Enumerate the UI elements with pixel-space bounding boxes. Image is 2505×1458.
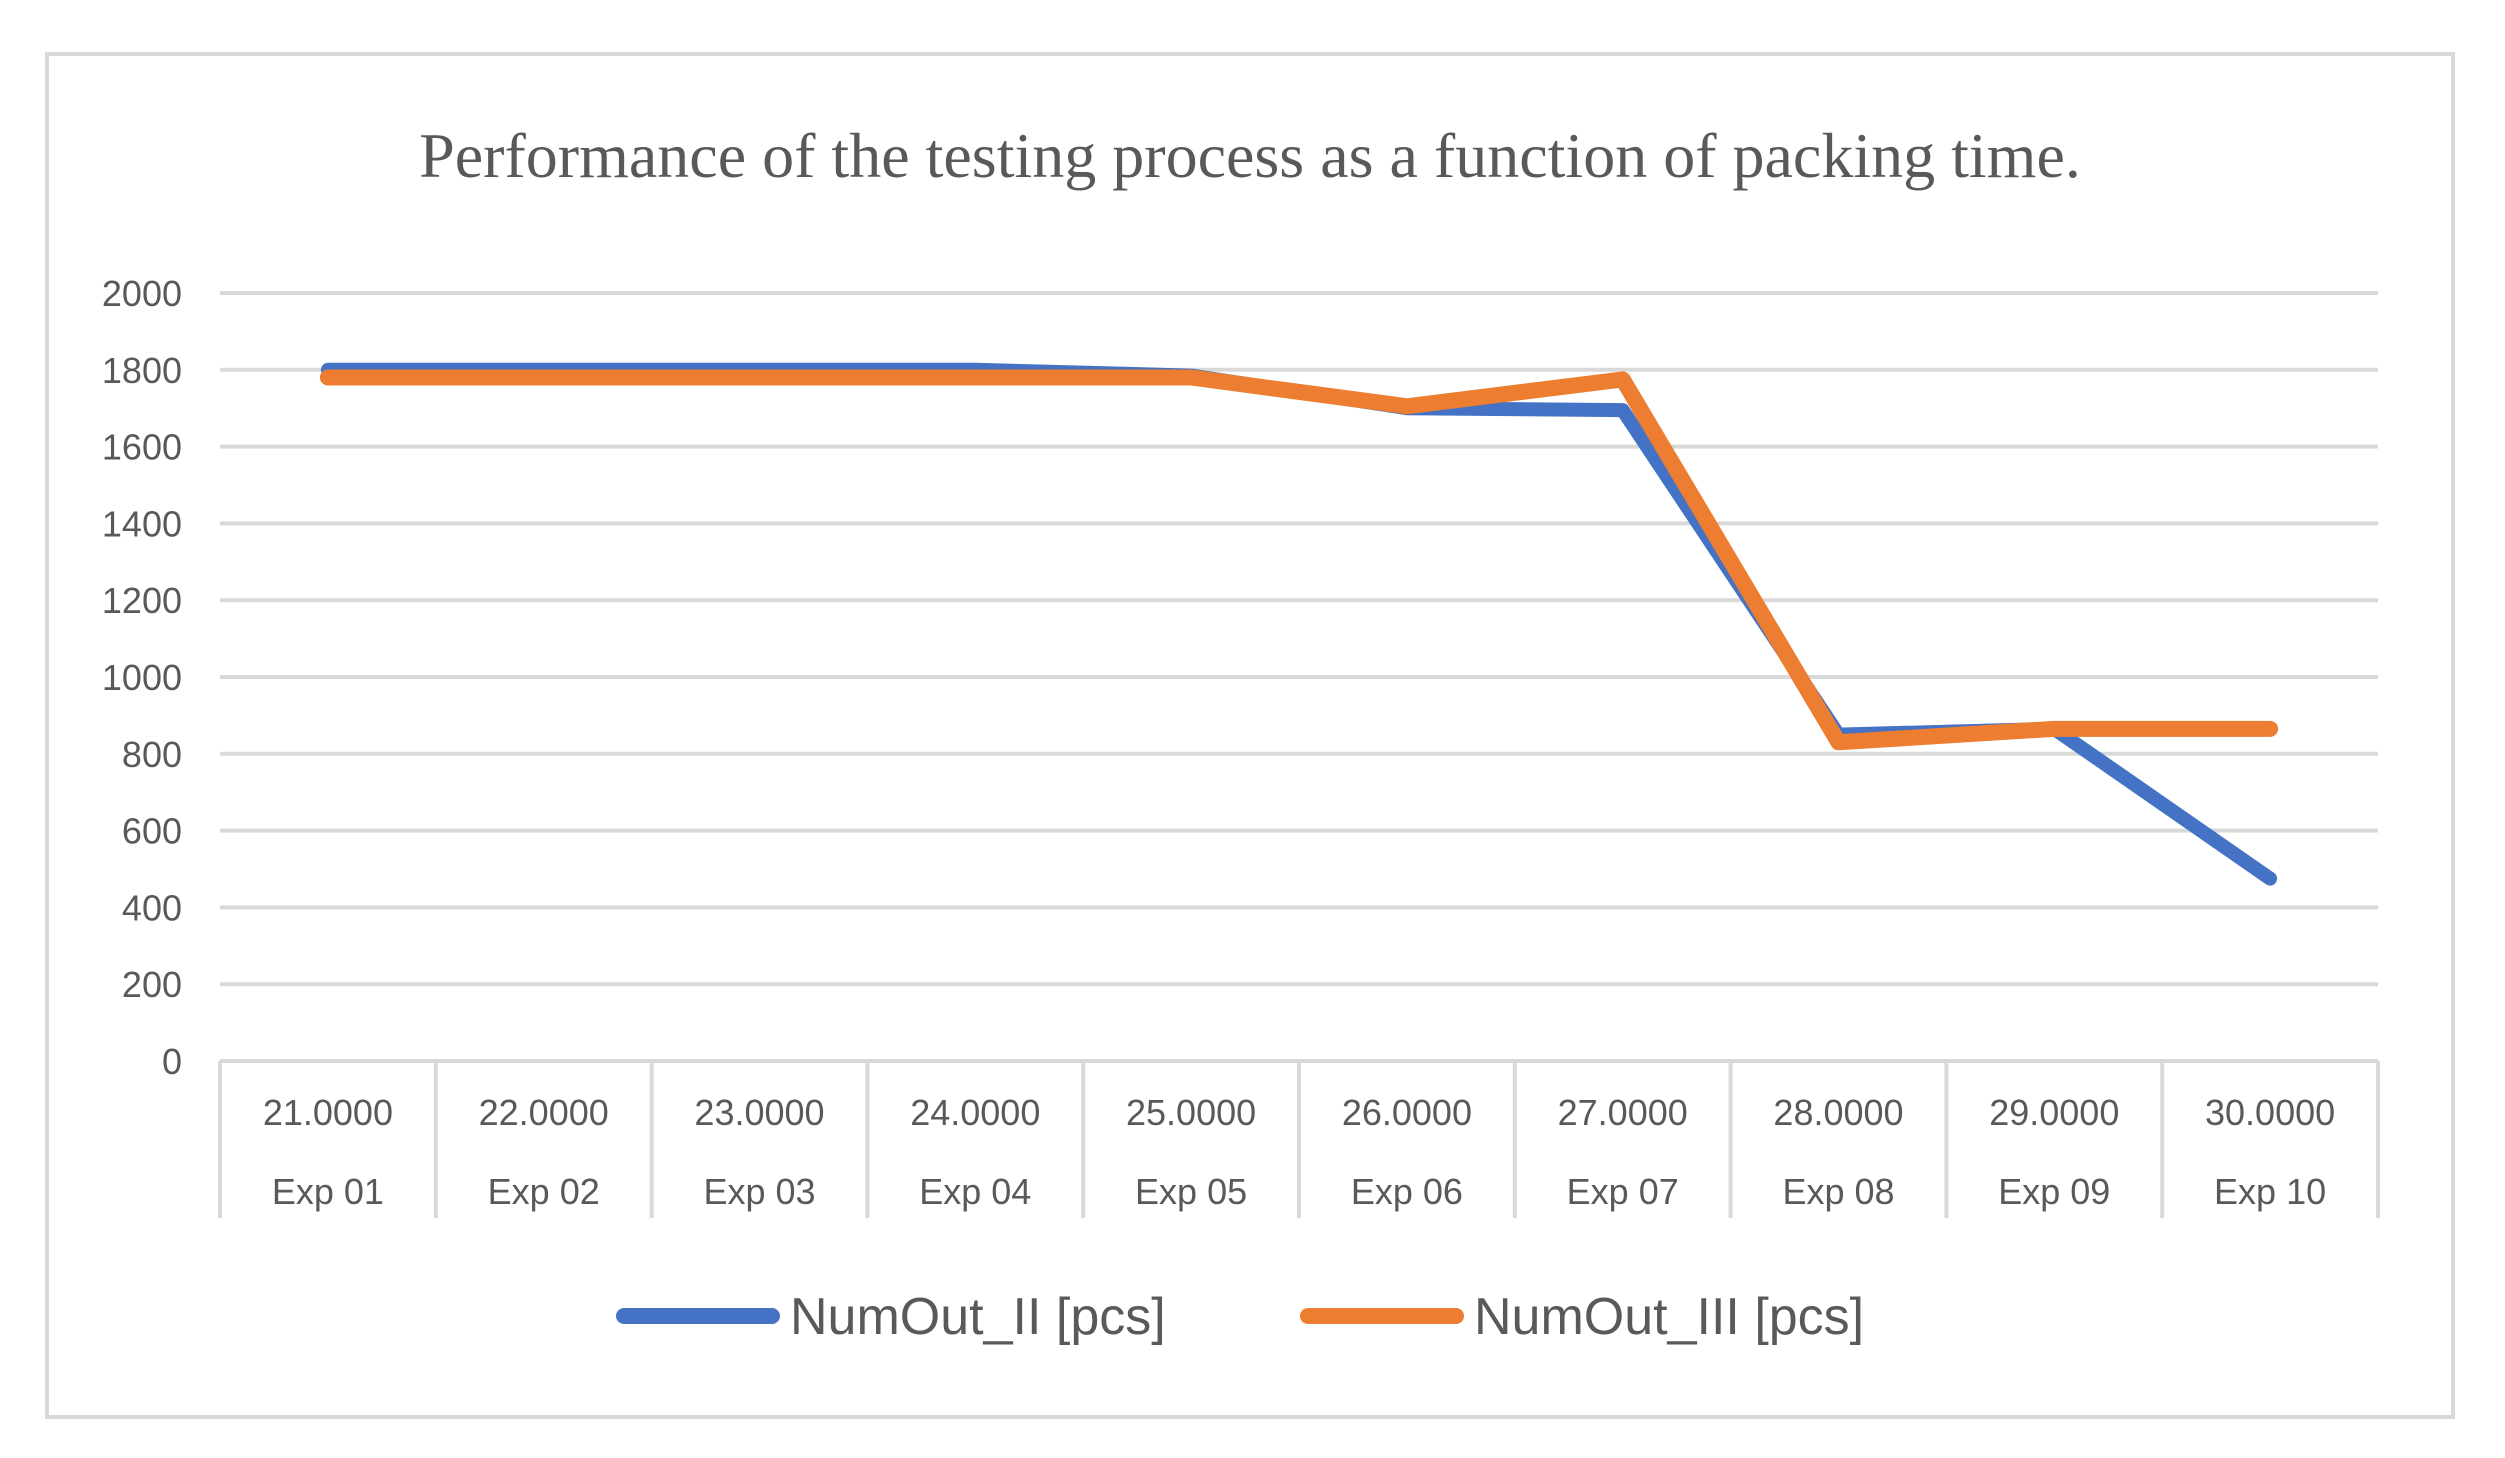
- x-tick-label-exp: Exp 07: [1567, 1171, 1679, 1212]
- x-tick-label-exp: Exp 01: [272, 1171, 384, 1212]
- y-tick-label: 2000: [102, 273, 182, 314]
- x-tick-label-exp: Exp 06: [1351, 1171, 1463, 1212]
- x-tick-label-time: 25.0000: [1126, 1092, 1256, 1133]
- x-axis: 21.0000 Exp 01 22.0000 Exp 02 23.0000 Exp 03 2…: [218, 1061, 2380, 1218]
- y-tick-label: 1800: [102, 350, 182, 391]
- y-tick-label: 1600: [102, 427, 182, 468]
- x-tick-label-exp: Exp 02: [488, 1171, 600, 1212]
- chart-title: Performance of the testing process as a …: [419, 120, 2081, 191]
- y-tick-label: 200: [122, 964, 182, 1005]
- x-tick-label-time: 23.0000: [694, 1092, 824, 1133]
- legend-label-1: NumOut_II [pcs]: [790, 1288, 1166, 1346]
- x-tick-label-time: 30.0000: [2205, 1092, 2335, 1133]
- y-tick-label: 1200: [102, 580, 182, 621]
- legend: NumOut_II [pcs] NumOut_III [pcs]: [616, 1288, 1864, 1346]
- legend-label-2: NumOut_III [pcs]: [1474, 1288, 1864, 1346]
- x-tick-label-exp: Exp 05: [1135, 1171, 1247, 1212]
- y-tick-label: 0: [162, 1041, 182, 1082]
- x-tick-label-exp: Exp 03: [703, 1171, 815, 1212]
- y-tick-label: 1400: [102, 503, 182, 544]
- series-line-2: [319, 369, 2279, 751]
- x-tick-label-exp: Exp 09: [1998, 1171, 2110, 1212]
- y-tick-label: 800: [122, 734, 182, 775]
- x-tick-label-exp: Exp 08: [1782, 1171, 1894, 1212]
- y-tick-label: 400: [122, 887, 182, 928]
- x-tick-label-exp: Exp 04: [919, 1171, 1031, 1212]
- x-tick-label-time: 29.0000: [1989, 1092, 2119, 1133]
- x-tick-label-time: 28.0000: [1773, 1092, 1903, 1133]
- x-tick-label-time: 21.0000: [263, 1092, 393, 1133]
- x-tick-label-exp: Exp 10: [2214, 1171, 2326, 1212]
- chart-frame: [45, 52, 2455, 1419]
- y-tick-label: 600: [122, 811, 182, 852]
- y-axis-tick-labels: 0 200 400 600 800 1000 1200 1400 1600 1800 2000: [102, 273, 182, 1082]
- x-tick-label-time: 27.0000: [1558, 1092, 1688, 1133]
- y-tick-label: 1000: [102, 657, 182, 698]
- x-tick-label-time: 26.0000: [1342, 1092, 1472, 1133]
- gridlines: [220, 291, 2378, 1063]
- x-tick-label-time: 24.0000: [910, 1092, 1040, 1133]
- series-lines: [319, 362, 2279, 886]
- x-tick-label-time: 22.0000: [479, 1092, 609, 1133]
